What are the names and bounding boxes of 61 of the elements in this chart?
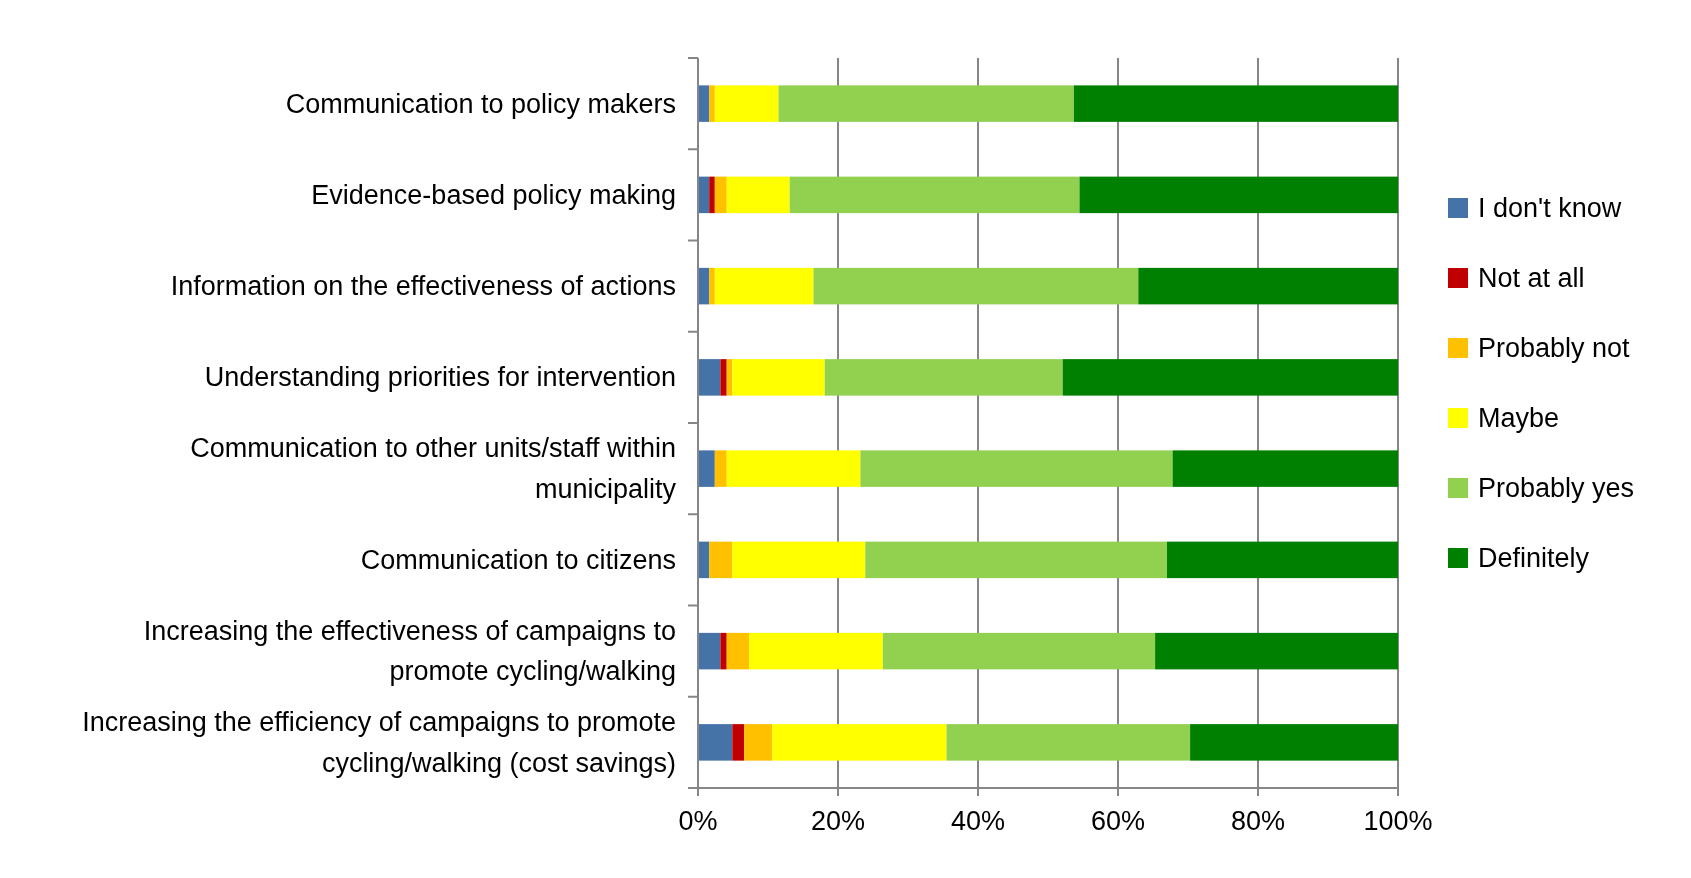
bar <box>714 176 727 214</box>
x-tick-label: 0% <box>678 806 718 836</box>
bar <box>1190 724 1398 761</box>
bar <box>789 176 1080 214</box>
bar <box>946 724 1191 761</box>
bar <box>1172 450 1398 487</box>
bar <box>714 85 779 122</box>
bar <box>726 450 861 487</box>
x-tick-label: 40% <box>950 806 1006 836</box>
x-tick-label: 20% <box>810 806 866 836</box>
y-tick-label: Evidence-based policy making <box>311 179 676 210</box>
y-tick-label: Increasing the effectiveness of campaigns to promote cycling/walking <box>143 615 676 687</box>
x-tick-label: 60% <box>1090 806 1146 836</box>
legend-label: Probably not <box>1478 333 1631 363</box>
bar <box>709 267 715 305</box>
bar <box>732 359 825 396</box>
legend-label: Not at all <box>1478 263 1585 293</box>
bar <box>1167 541 1398 579</box>
y-tick-label: Communication to policy makers <box>285 88 676 119</box>
y-tick-label: Communication to citizens <box>360 544 676 575</box>
y-tick-label: Increasing the efficiency of campaigns to promote cycling/walking (cost savings) <box>82 707 676 778</box>
legend-label: Probably yes <box>1478 473 1635 503</box>
bar <box>1073 85 1398 122</box>
x-tick-label: 80% <box>1230 806 1286 836</box>
legend-label: Maybe <box>1478 403 1560 433</box>
bar <box>698 724 733 761</box>
bar <box>698 85 710 122</box>
bar <box>698 632 721 670</box>
bar <box>720 632 727 670</box>
bar <box>732 541 866 579</box>
bar <box>1138 267 1398 305</box>
bar <box>1079 176 1398 214</box>
bar <box>772 724 947 761</box>
bar <box>1155 632 1398 670</box>
bar <box>1062 359 1398 396</box>
bar <box>726 176 790 214</box>
bar <box>726 632 750 670</box>
bar <box>813 267 1139 305</box>
bar <box>744 724 773 761</box>
bar <box>720 359 727 396</box>
bar <box>749 632 883 670</box>
bar <box>709 541 733 579</box>
legend-label: Definitely <box>1478 543 1590 573</box>
bar <box>865 541 1167 579</box>
bar <box>778 85 1074 122</box>
legend-label: I don't know <box>1478 193 1622 223</box>
bar <box>698 450 715 487</box>
bar <box>714 267 814 305</box>
bar <box>709 176 715 214</box>
bar <box>860 450 1173 487</box>
bar <box>709 85 715 122</box>
bar <box>882 632 1156 670</box>
bar <box>732 724 745 761</box>
x-tick-label: 100% <box>1363 806 1433 836</box>
y-tick-label: Communication to other units/staff within municipality <box>190 433 677 504</box>
y-tick-label: Understanding priorities for intervention <box>204 362 676 393</box>
bar <box>824 359 1063 396</box>
bar <box>698 359 721 396</box>
bar <box>714 450 727 487</box>
y-tick-label: Information on the effectiveness of actions <box>170 271 676 302</box>
bar <box>726 359 733 396</box>
